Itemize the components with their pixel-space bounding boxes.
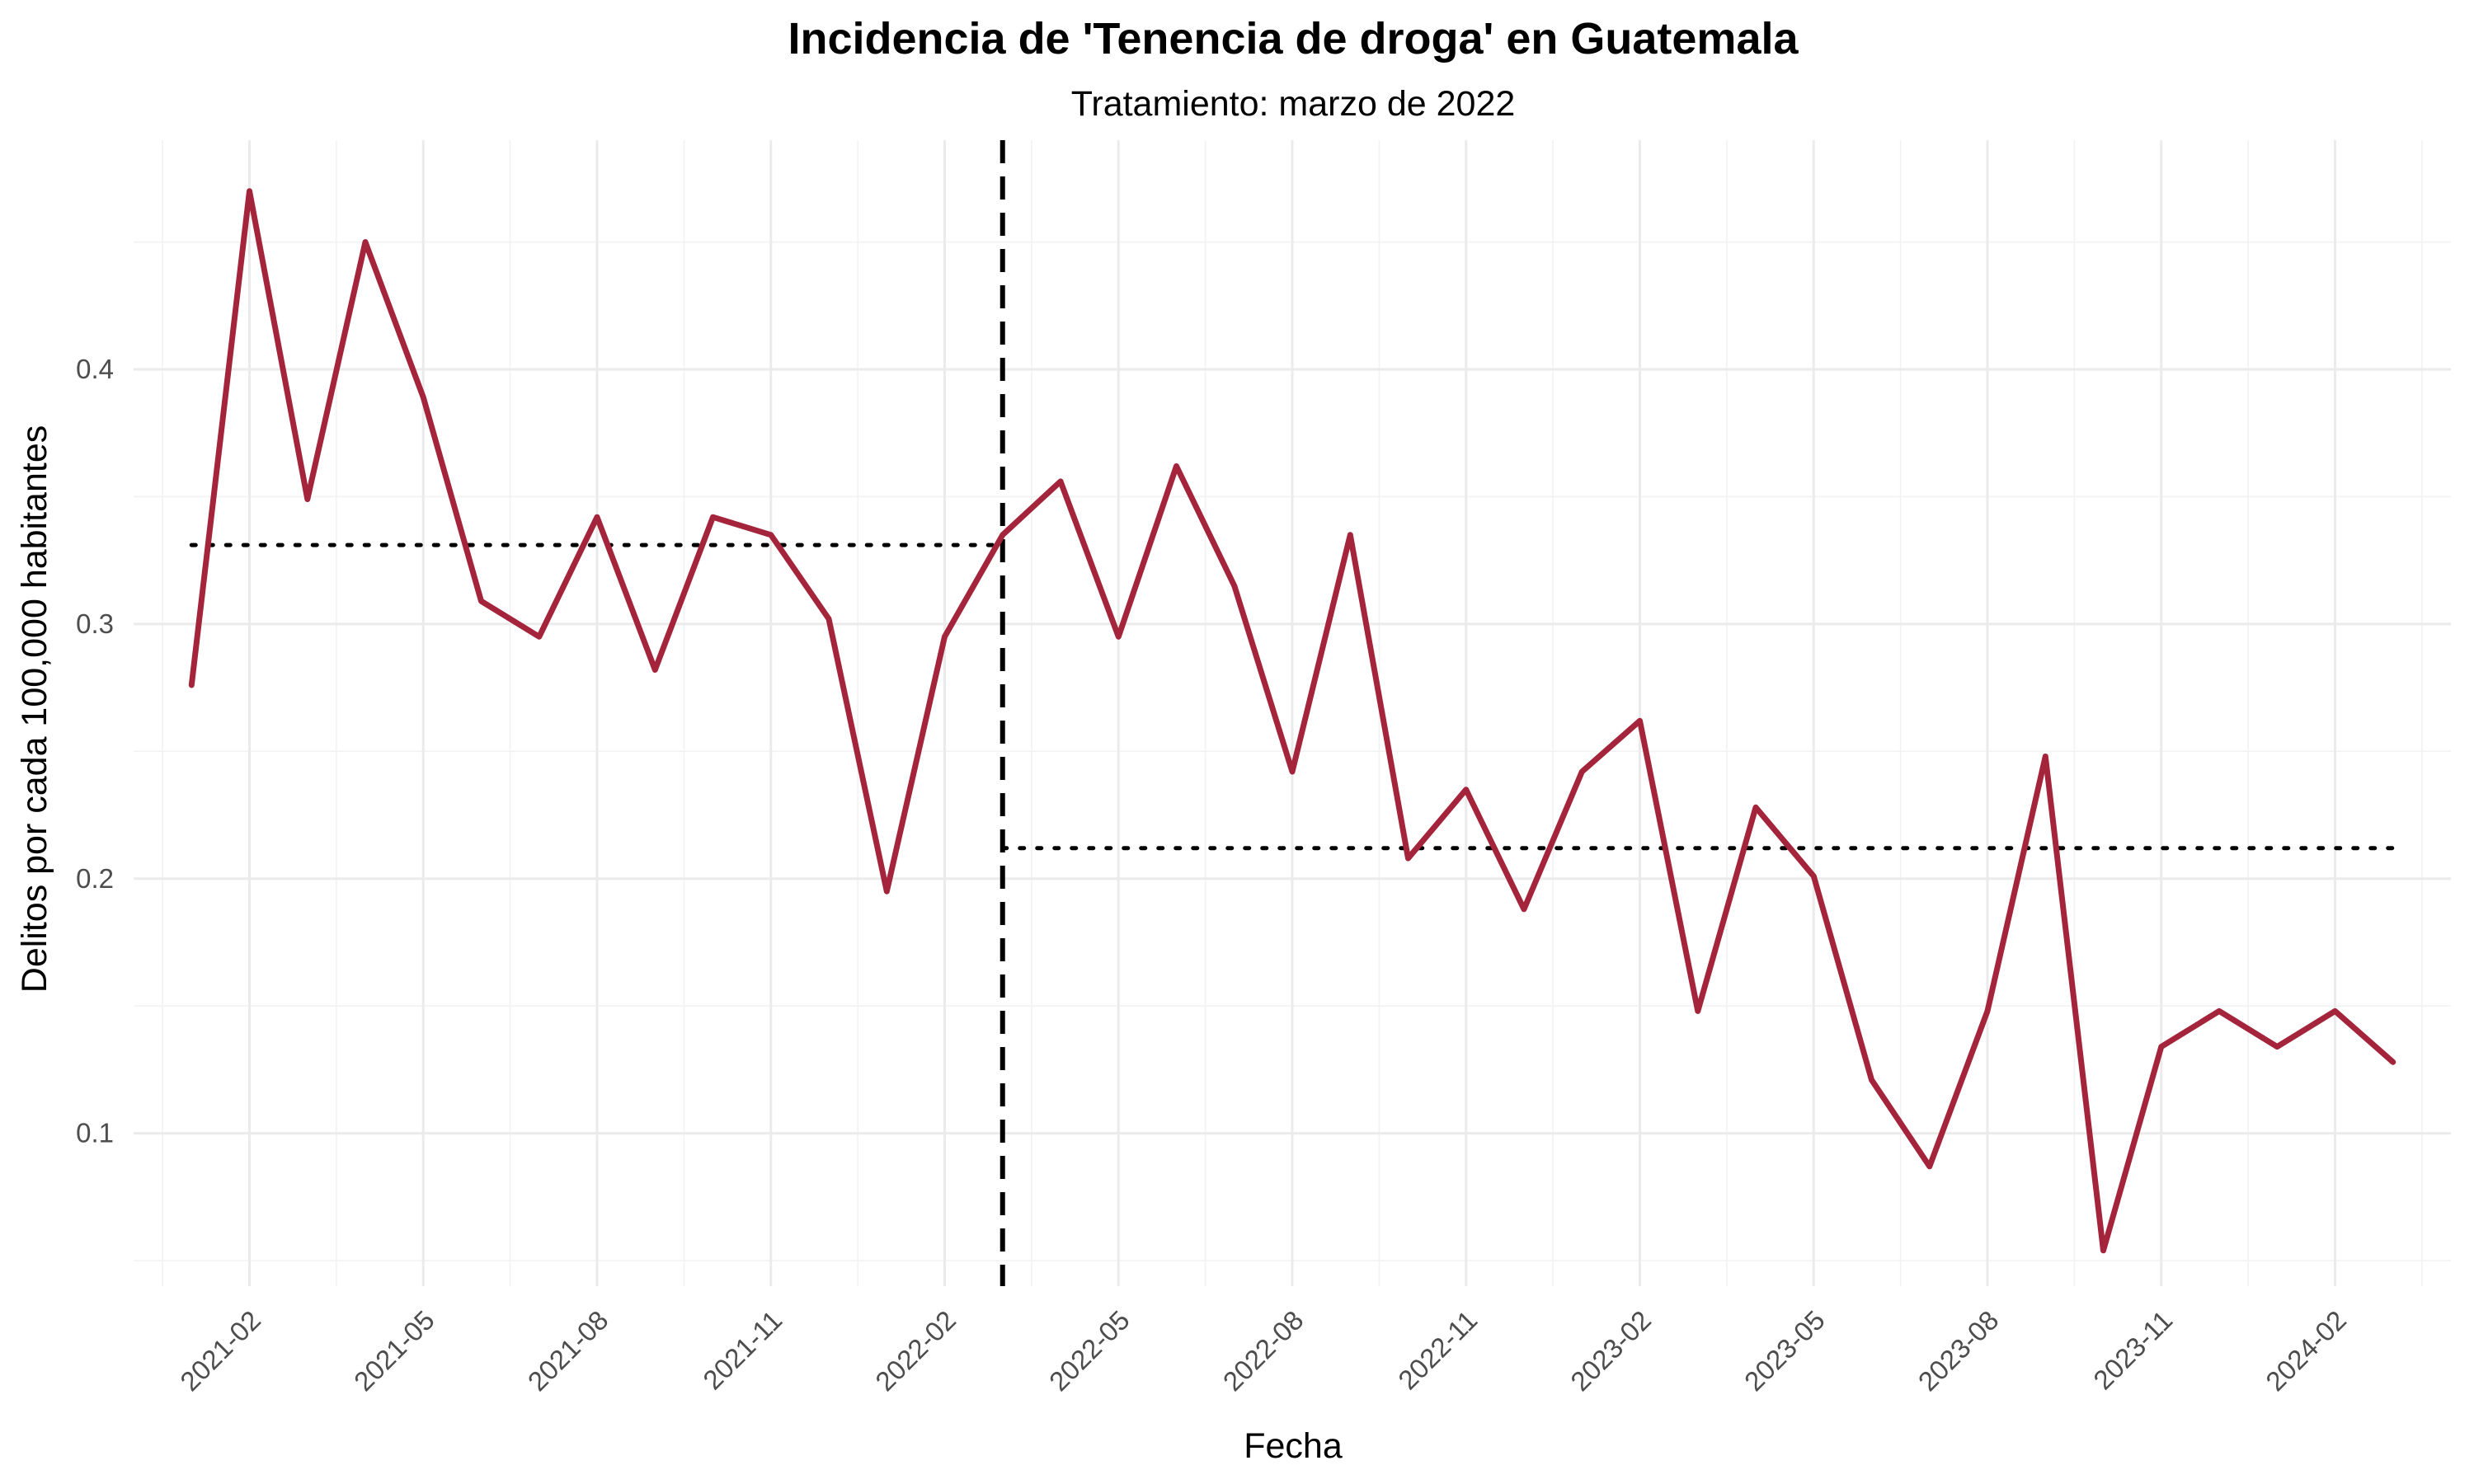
- x-axis-ticks: 2021-02 2021-05 2021-08 2021-11 2022-02 2022-…: [174, 1304, 2352, 1397]
- y-axis-title: Delitos por cada 100,000 habitantes: [15, 425, 54, 993]
- reference-lines: [189, 140, 2396, 1286]
- x-tick-label: 2021-08: [522, 1304, 614, 1397]
- x-tick-label: 2023-11: [2087, 1304, 2178, 1395]
- x-tick-label: 2023-05: [1738, 1304, 1831, 1397]
- chart-subtitle: Tratamiento: marzo de 2022: [1071, 84, 1516, 124]
- x-tick-label: 2023-02: [1564, 1304, 1657, 1397]
- x-tick-label: 2022-05: [1043, 1304, 1136, 1397]
- x-tick-label: 2021-11: [697, 1304, 788, 1395]
- y-tick-label: 0.3: [76, 608, 114, 639]
- x-tick-label: 2023-08: [1912, 1304, 2005, 1397]
- series-layer: [188, 188, 2396, 1254]
- x-tick-label: 2024-02: [2260, 1304, 2352, 1397]
- y-tick-label: 0.4: [76, 354, 114, 384]
- x-tick-label: 2022-08: [1217, 1304, 1310, 1397]
- y-tick-label: 0.1: [76, 1118, 114, 1148]
- x-tick-label: 2022-11: [1392, 1304, 1483, 1395]
- chart-title: Incidencia de 'Tenencia de droga' en Gua…: [788, 14, 1799, 63]
- y-tick-label: 0.2: [76, 863, 114, 894]
- x-tick-label: 2021-02: [174, 1304, 266, 1397]
- grid-lines: [134, 140, 2451, 1286]
- x-tick-label: 2022-02: [869, 1304, 962, 1397]
- x-axis-title: Fecha: [1244, 1426, 1343, 1466]
- x-tick-label: 2021-05: [348, 1304, 440, 1397]
- y-axis-ticks: 0.1 0.2 0.3 0.4: [76, 354, 114, 1148]
